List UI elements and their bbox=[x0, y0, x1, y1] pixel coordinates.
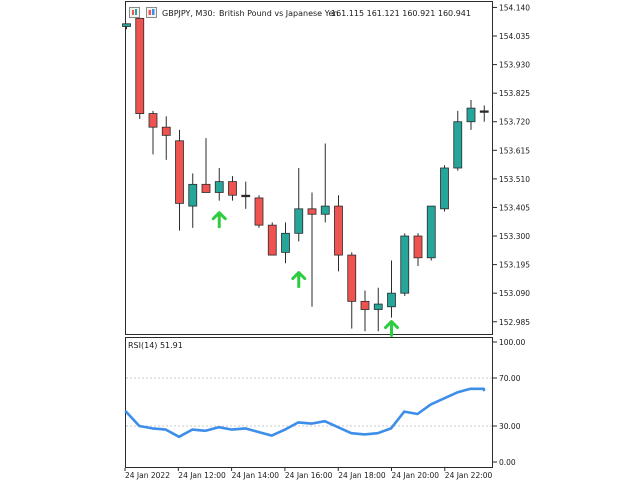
candle-body bbox=[413, 235, 423, 259]
price-tick-label: 154.035 bbox=[499, 32, 530, 41]
symbol-icon[interactable] bbox=[129, 7, 140, 18]
price-tick-label: 153.090 bbox=[499, 289, 530, 298]
candle-body bbox=[175, 140, 184, 204]
candle-body bbox=[281, 232, 290, 253]
candle-body bbox=[360, 300, 370, 310]
price-tick-label: 153.720 bbox=[499, 118, 530, 127]
time-axis: 24 Jan 2022 24 Jan 12:00 24 Jan 14:00 24 Ja… bbox=[124, 468, 493, 480]
rsi-line bbox=[124, 387, 486, 439]
time-tick-label: 24 Jan 14:00 bbox=[232, 471, 280, 480]
price-tick-label: 153.300 bbox=[499, 232, 530, 241]
rsi-tick-label: 100.00 bbox=[499, 338, 525, 347]
price-tick-label: 153.405 bbox=[499, 203, 530, 212]
rsi-line-layer bbox=[124, 387, 486, 439]
time-tick-label: 24 Jan 2022 bbox=[125, 471, 170, 480]
candle-body bbox=[320, 205, 330, 215]
buy-arrow-icon bbox=[384, 320, 399, 338]
candle-body bbox=[214, 181, 224, 193]
candle-body bbox=[148, 113, 158, 128]
candle-body bbox=[267, 224, 277, 256]
time-tick-label: 24 Jan 16:00 bbox=[285, 471, 333, 480]
candle-body bbox=[466, 107, 476, 123]
candle-body bbox=[161, 126, 171, 136]
rsi-tick-label: 70.00 bbox=[499, 374, 521, 383]
time-tick-label: 24 Jan 18:00 bbox=[338, 471, 386, 480]
candle-body bbox=[479, 110, 489, 113]
candle-body bbox=[254, 197, 264, 226]
symbol-description: British Pound vs Japanese Yen bbox=[219, 9, 338, 18]
buy-arrow-icon bbox=[291, 271, 307, 289]
ohlc-values: 161.115 161.121 160.921 160.941 bbox=[331, 9, 471, 18]
chart-header: GBPJPY, M30: British Pound vs Japanese Y… bbox=[129, 7, 471, 18]
chart-type-icon[interactable] bbox=[146, 7, 157, 18]
buy-signals-layer bbox=[211, 211, 399, 338]
candle-body bbox=[122, 23, 131, 27]
buy-arrow-icon bbox=[211, 211, 227, 229]
candle-body bbox=[373, 303, 383, 310]
candle-body bbox=[188, 183, 198, 207]
candle-body bbox=[307, 208, 317, 215]
candle-body bbox=[228, 181, 237, 196]
candles-layer bbox=[122, 17, 489, 332]
candle-body bbox=[334, 205, 343, 256]
price-tick-label: 153.510 bbox=[499, 175, 530, 184]
candle-body bbox=[241, 194, 251, 198]
price-pane bbox=[125, 1, 493, 335]
candle-body bbox=[387, 292, 396, 308]
time-tick-label: 24 Jan 12:00 bbox=[178, 471, 226, 480]
price-tick-label: 153.825 bbox=[499, 89, 530, 98]
time-tick-label: 24 Jan 20:00 bbox=[392, 471, 440, 480]
candle-body bbox=[294, 208, 304, 234]
rsi-pane bbox=[125, 337, 493, 468]
rsi-axis: 100.00 70.00 30.00 0.00 bbox=[493, 338, 525, 467]
price-tick-label: 152.985 bbox=[499, 318, 530, 327]
rsi-tick-label: 30.00 bbox=[499, 422, 521, 431]
rsi-level-lines bbox=[126, 377, 492, 427]
candle-body bbox=[426, 205, 436, 259]
candle-body bbox=[135, 17, 145, 114]
rsi-label: RSI(14) 51.91 bbox=[128, 341, 183, 350]
price-tick-label: 154.140 bbox=[499, 3, 530, 12]
candle-body bbox=[440, 167, 449, 210]
candle-body bbox=[347, 254, 357, 302]
candle-body bbox=[400, 235, 410, 294]
symbol-timeframe: GBPJPY, M30: bbox=[162, 9, 215, 18]
rsi-tick-label: 0.00 bbox=[499, 458, 516, 467]
candle-body bbox=[201, 183, 211, 193]
price-tick-label: 153.930 bbox=[499, 61, 530, 70]
candle-body bbox=[453, 121, 463, 169]
price-tick-label: 153.615 bbox=[499, 146, 530, 155]
time-tick-label: 24 Jan 22:00 bbox=[445, 471, 493, 480]
price-tick-label: 153.195 bbox=[499, 261, 530, 270]
price-axis: 154.140 154.035 153.930 153.825 153.720 153.6… bbox=[493, 3, 530, 327]
